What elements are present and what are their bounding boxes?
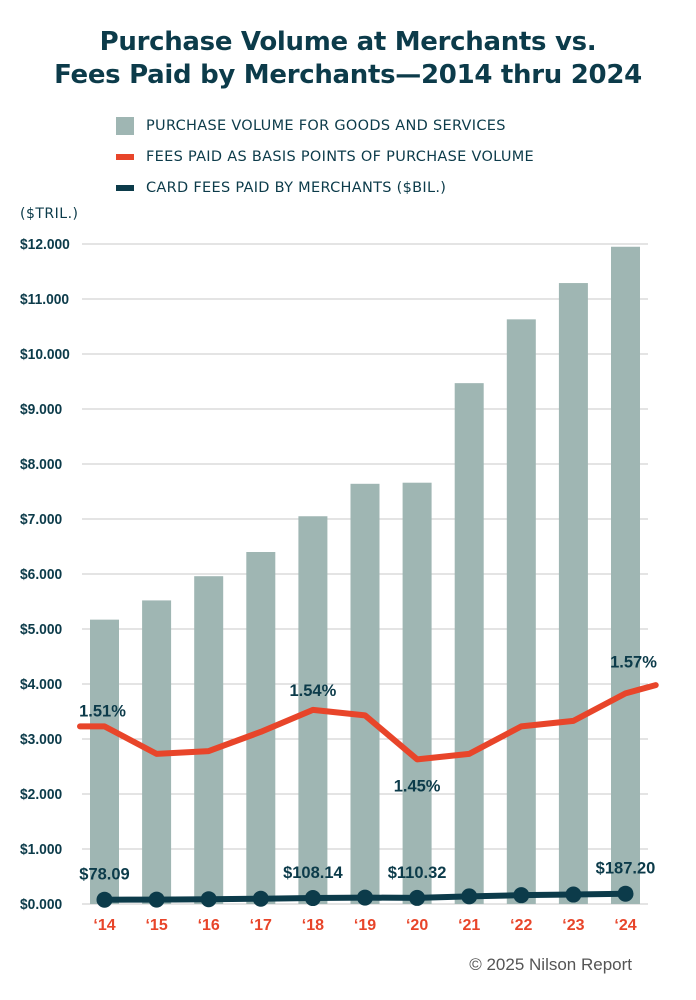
legend-item-card-fees: CARD FEES PAID BY MERCHANTS ($BIL.)	[116, 172, 534, 203]
legend-swatch-purchase-volume	[116, 116, 134, 135]
y-tick-label-4: $4.000	[20, 677, 62, 694]
legend-label-card-fees: CARD FEES PAID BY MERCHANTS ($BIL.)	[146, 179, 447, 196]
bar-purchase-volume-0	[90, 619, 119, 904]
point-card-fees-0	[96, 891, 113, 908]
x-tick-label-9: ‘23	[562, 917, 584, 934]
chart-plot: $0.000 $1.000 $2.000 $3.000 $4.000 $5.000 $6.0…	[20, 237, 659, 934]
data-label-fees-0: 1.51%	[79, 702, 126, 720]
bar-purchase-volume-10	[611, 246, 640, 904]
chart-title-line-2: Fees Paid by Merchants—2014 thru 2024	[54, 60, 642, 90]
line-fees-basis-points	[77, 682, 659, 763]
legend-item-fees-basis-points: FEES PAID AS BASIS POINTS OF PURCHASE VO…	[116, 141, 534, 172]
legend-label-fees-basis-points: FEES PAID AS BASIS POINTS OF PURCHASE VO…	[146, 148, 535, 165]
data-label-card-fees-10: $187.20	[596, 860, 656, 878]
point-card-fees-4	[304, 890, 321, 907]
y-axis-unit-label: ($TRIL.)	[20, 206, 79, 222]
x-tick-label-8: ‘22	[510, 917, 532, 934]
data-label-card-fees-4: $108.14	[283, 864, 343, 882]
x-tick-label-7: ‘21	[458, 917, 480, 934]
y-tick-label-10: $10.000	[20, 347, 70, 364]
data-label-fees-6: 1.45%	[394, 777, 441, 795]
x-tick-label-6: ‘20	[406, 917, 428, 934]
point-card-fees-7	[461, 888, 478, 905]
legend-swatch-fees-basis-points	[116, 153, 134, 160]
bar-purchase-volume-9	[558, 283, 588, 904]
y-tick-label-11: $11.000	[20, 292, 69, 309]
data-label-card-fees-0: $78.09	[79, 866, 129, 884]
copyright-notice: © 2025 Nilson Report	[469, 955, 632, 974]
data-label-fees-4: 1.54%	[290, 682, 337, 700]
bar-purchase-volume-7	[454, 383, 484, 904]
y-tick-label-0: $0.000	[20, 897, 62, 914]
point-card-fees-6	[409, 889, 426, 906]
y-tick-label-8: $8.000	[20, 457, 62, 474]
x-tick-label-4: ‘18	[302, 917, 324, 934]
chart-legend: PURCHASE VOLUME FOR GOODS AND SERVICES F…	[116, 110, 534, 203]
data-label-fees-10: 1.57%	[610, 653, 657, 671]
y-tick-label-7: $7.000	[20, 512, 62, 529]
y-tick-label-9: $9.000	[20, 402, 62, 419]
y-tick-label-1: $1.000	[20, 842, 62, 859]
point-card-fees-10	[617, 885, 634, 902]
legend-item-purchase-volume: PURCHASE VOLUME FOR GOODS AND SERVICES	[116, 110, 534, 141]
y-tick-label-2: $2.000	[20, 787, 62, 804]
point-card-fees-5	[357, 889, 373, 906]
x-tick-label-0: ‘14	[93, 917, 115, 934]
y-tick-label-3: $3.000	[20, 732, 62, 749]
point-card-fees-8	[513, 887, 530, 904]
chart-title: Purchase Volume at Merchants vs. Fees Pa…	[0, 26, 696, 92]
point-card-fees-3	[252, 890, 269, 907]
data-label-card-fees-6: $110.32	[388, 864, 447, 882]
y-tick-label-5: $5.000	[20, 622, 62, 639]
point-card-fees-1	[148, 891, 165, 908]
chart-title-line-1: Purchase Volume at Merchants vs.	[99, 27, 597, 57]
x-tick-label-5: ‘19	[354, 917, 376, 934]
y-tick-label-6: $6.000	[20, 567, 62, 584]
legend-label-purchase-volume: PURCHASE VOLUME FOR GOODS AND SERVICES	[146, 117, 506, 134]
point-card-fees-9	[565, 886, 582, 903]
bar-purchase-volume-6	[402, 482, 432, 904]
x-tick-label-10: ‘24	[614, 917, 636, 934]
bar-purchase-volume-8	[506, 319, 536, 905]
point-card-fees-2	[200, 891, 217, 908]
bar-purchase-volume-2	[194, 576, 224, 904]
y-tick-label-12: $12.000	[20, 237, 70, 254]
bar-purchase-volume-5	[350, 483, 380, 904]
legend-swatch-card-fees	[116, 184, 134, 191]
x-tick-label-1: ‘15	[145, 917, 167, 934]
x-tick-label-3: ‘17	[250, 917, 272, 934]
x-tick-label-2: ‘16	[198, 917, 220, 934]
